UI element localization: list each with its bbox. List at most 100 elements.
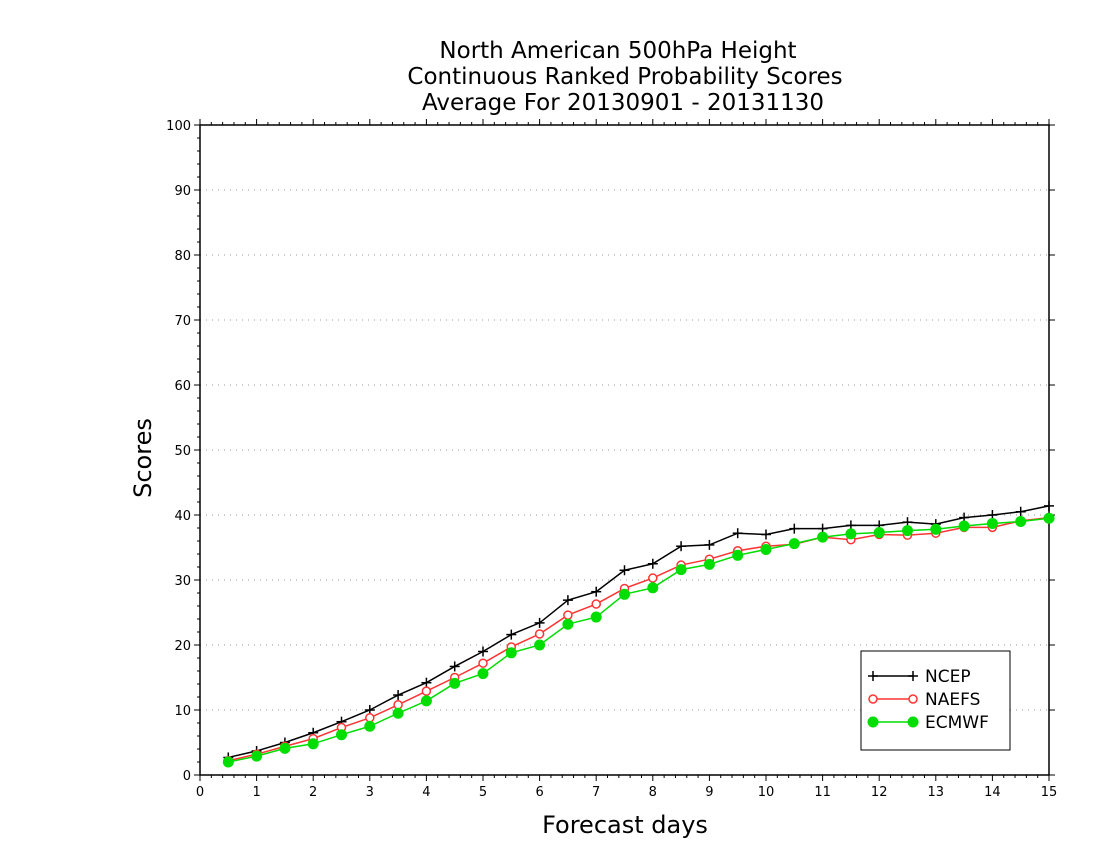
data-point-ecmwf	[590, 611, 602, 623]
data-point-ncep	[562, 595, 573, 606]
legend-item-ecmwf: ECMWF	[867, 713, 989, 733]
legend: NCEP NAEFS ECMWF	[860, 650, 1011, 751]
y-tick-label: 60	[174, 379, 191, 394]
data-point-naefs	[393, 700, 403, 710]
legend-marker	[868, 671, 878, 681]
data-point-ecmwf	[986, 517, 998, 529]
data-point-naefs	[591, 599, 601, 609]
x-tick-label: 6	[535, 785, 543, 800]
y-axis: 0 10 20 30 40 50 60 70 80 90 100	[166, 119, 1055, 784]
data-point-ecmwf	[930, 523, 942, 535]
x-tick-label: 8	[649, 785, 657, 800]
x-tick-label: 10	[758, 785, 775, 800]
legend-marker	[908, 694, 918, 704]
series-layer	[222, 500, 1055, 768]
data-point-ncep	[676, 541, 687, 552]
data-point-ecmwf	[222, 756, 234, 768]
data-point-ncep	[647, 558, 658, 569]
legend-marker	[867, 716, 879, 728]
data-point-ecmwf	[675, 564, 687, 576]
data-point-ncep	[449, 661, 460, 672]
y-tick-label: 30	[174, 574, 191, 589]
y-tick-label: 10	[174, 704, 191, 719]
data-point-ecmwf	[562, 618, 574, 630]
series-ecmwf	[222, 512, 1055, 768]
x-tick-label: 7	[592, 785, 600, 800]
x-tick-label: 14	[984, 785, 1001, 800]
legend-box	[860, 650, 1011, 751]
data-point-ncep	[704, 539, 715, 550]
data-point-ecmwf	[251, 750, 263, 762]
data-point-ecmwf	[817, 531, 829, 543]
y-tick-label: 100	[166, 119, 191, 134]
chart-title-line-2: Continuous Ranked Probability Scores	[407, 64, 842, 90]
x-axis: 0 1 2 3 4 5 6 7 8 9 10 11 12 13 14 15	[196, 119, 1057, 800]
data-point-ecmwf	[703, 558, 715, 570]
data-point-ecmwf	[449, 677, 461, 689]
data-point-ecmwf	[902, 525, 913, 537]
data-point-ecmwf	[788, 538, 800, 550]
x-tick-label: 5	[479, 785, 487, 800]
data-point-ecmwf	[845, 528, 857, 540]
data-point-naefs	[534, 629, 545, 639]
data-point-ncep	[789, 523, 800, 534]
x-tick-label: 0	[196, 785, 204, 800]
data-point-ncep	[506, 629, 517, 640]
data-point-ncep	[1044, 500, 1054, 511]
data-point-ecmwf	[732, 549, 744, 561]
y-tick-label: 70	[174, 314, 191, 329]
x-tick-label: 15	[1041, 785, 1058, 800]
x-tick-label: 9	[705, 785, 713, 800]
data-point-naefs	[563, 610, 573, 620]
x-tick-label: 1	[252, 785, 260, 800]
legend-label: ECMWF	[925, 713, 989, 733]
x-tick-label: 4	[422, 785, 430, 800]
legend-marker	[868, 694, 878, 704]
y-tick-label: 40	[174, 509, 191, 524]
legend-marker	[907, 716, 919, 728]
data-point-ncep	[619, 565, 630, 576]
data-point-ecmwf	[392, 707, 404, 719]
y-tick-label: 80	[174, 249, 191, 264]
grid-lines	[200, 189, 1049, 711]
data-point-ecmwf	[958, 520, 970, 532]
data-point-ecmwf	[336, 729, 347, 741]
data-point-naefs	[421, 686, 432, 696]
data-point-ecmwf	[477, 668, 489, 680]
data-point-ncep	[393, 690, 404, 701]
legend-item-naefs: NAEFS	[868, 690, 980, 710]
legend-item-ncep: NCEP	[868, 667, 971, 687]
data-point-naefs	[648, 573, 658, 583]
data-point-ecmwf	[420, 695, 432, 707]
data-point-ncep	[761, 529, 771, 540]
data-point-ecmwf	[873, 527, 885, 539]
data-point-naefs	[365, 713, 375, 723]
y-tick-label: 20	[174, 639, 191, 654]
legend-label: NAEFS	[925, 690, 980, 710]
x-tick-label: 11	[814, 785, 831, 800]
data-point-ecmwf	[647, 582, 659, 594]
data-point-ecmwf	[760, 543, 772, 555]
data-point-ecmwf	[307, 738, 319, 750]
data-point-ecmwf	[279, 742, 291, 754]
data-point-naefs	[478, 658, 488, 668]
x-tick-label: 13	[928, 785, 945, 800]
data-point-ncep	[591, 586, 602, 597]
data-point-ncep	[534, 617, 545, 628]
data-point-ecmwf	[534, 639, 546, 651]
data-point-ncep	[421, 677, 432, 688]
x-tick-label: 3	[366, 785, 374, 800]
data-point-ecmwf	[505, 647, 517, 659]
legend-label: NCEP	[925, 667, 971, 687]
data-point-ecmwf	[1043, 512, 1055, 524]
chart-title-line-3: Average For 20130901 - 20131130	[422, 90, 824, 116]
y-tick-label: 90	[174, 184, 191, 199]
data-point-ncep	[478, 646, 488, 657]
data-point-ncep	[1015, 506, 1026, 517]
y-axis-label: Scores	[129, 418, 157, 498]
data-point-ecmwf	[1015, 516, 1027, 527]
y-tick-label: 50	[174, 444, 191, 459]
chart-title: North American 500hPa Height Continuous …	[407, 38, 842, 116]
x-axis-label: Forecast days	[542, 811, 708, 839]
